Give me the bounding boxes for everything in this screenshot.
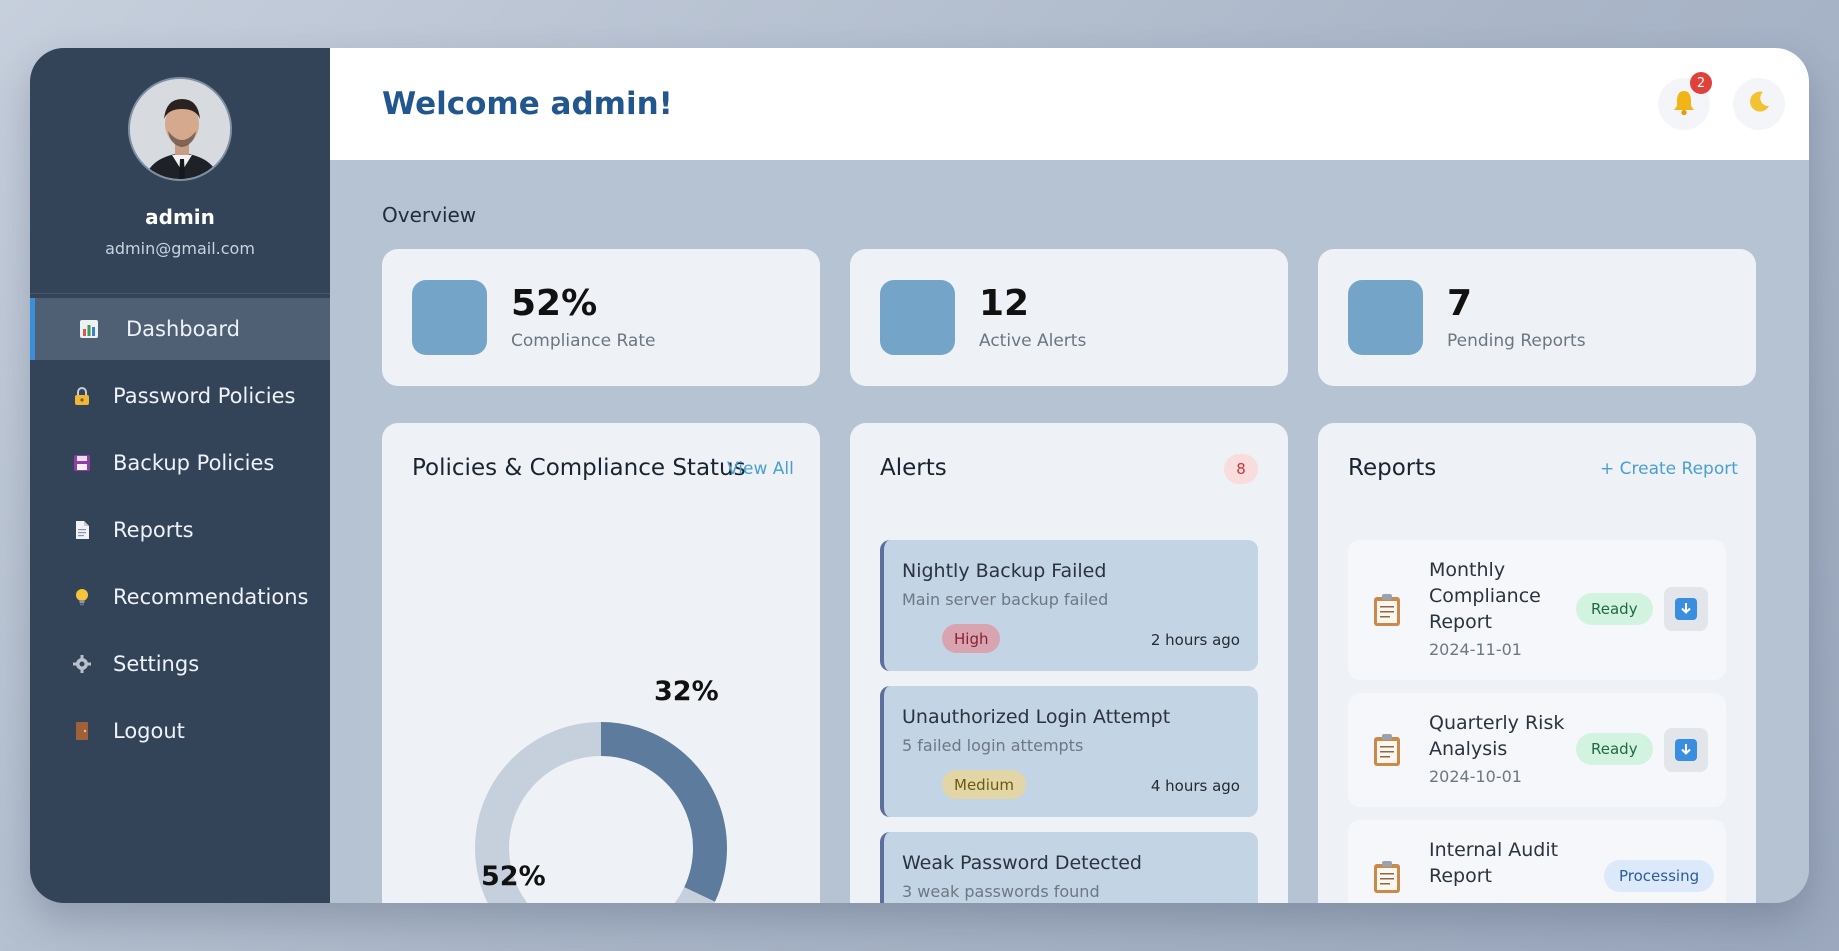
donut-label-segment: 32% [654,676,719,707]
avatar [128,77,232,181]
alert-item[interactable]: Weak Password Detected 3 weak passwords … [880,832,1258,903]
report-item[interactable]: Monthly Compliance Report 2024-11-01 Rea… [1348,540,1726,680]
report-title: Monthly Compliance Report [1429,559,1541,633]
sidebar-item-password-policies[interactable]: Password Policies [30,365,330,427]
alert-title: Nightly Backup Failed [902,560,1107,582]
sidebar-item-settings[interactable]: Settings [30,633,330,695]
stat-card-reports: 7 Pending Reports [1318,249,1756,386]
alert-description: 5 failed login attempts [902,736,1084,755]
stat-icon [412,280,487,355]
sidebar-item-label: Reports [113,518,194,542]
sidebar-item-label: Backup Policies [113,451,275,475]
compliance-donut-chart [475,722,727,903]
report-title: Quarterly Risk Analysis [1429,712,1565,760]
sidebar-item-dashboard[interactable]: Dashboard [30,298,330,360]
sidebar-item-label: Settings [113,652,200,676]
page-title: Welcome admin! [382,86,673,122]
create-report-link[interactable]: + Create Report [1600,459,1738,479]
alert-item[interactable]: Unauthorized Login Attempt 5 failed logi… [880,686,1258,817]
alerts-title: Alerts [880,455,947,481]
sidebar: admin admin@gmail.com Dashboard Password… [30,48,330,903]
stat-label: Pending Reports [1447,331,1586,352]
stat-card-compliance: 52% Compliance Rate [382,249,820,386]
overview-heading: Overview [382,203,477,227]
sidebar-item-label: Logout [113,719,185,743]
policies-panel: Policies & Compliance Status View All 32… [382,423,820,903]
main-content: Welcome admin! 2 Overview 52% Compliance… [330,48,1809,903]
sidebar-item-recommendations[interactable]: Recommendations [30,566,330,628]
sidebar-item-label: Dashboard [126,317,240,341]
stat-icon [880,280,955,355]
stat-label: Compliance Rate [511,331,656,352]
donut-label-remainder: 52% [481,861,546,892]
view-all-link[interactable]: View All [727,459,794,479]
alert-item[interactable]: Nightly Backup Failed Main server backup… [880,540,1258,671]
report-date: 2024-10-01 [1429,767,1522,786]
status-badge: Ready [1576,593,1653,625]
report-title: Internal Audit Report [1429,839,1559,887]
clipboard-icon [1372,733,1402,767]
reports-panel: Reports + Create Report Monthly Complian… [1318,423,1756,903]
alert-description: 3 weak passwords found [902,882,1100,901]
door-icon [71,720,93,742]
theme-toggle-button[interactable] [1733,78,1785,130]
download-icon [1675,739,1697,761]
top-bar: Welcome admin! 2 [330,48,1809,160]
alert-title: Unauthorized Login Attempt [902,706,1171,728]
download-button[interactable] [1664,728,1708,772]
stat-value: 12 [979,282,1030,324]
report-item[interactable]: Internal Audit Report Processing [1348,820,1726,903]
alert-time: 2 hours ago [1150,631,1240,649]
gear-icon [71,653,93,675]
sidebar-item-reports[interactable]: Reports [30,499,330,561]
status-badge: Processing [1604,860,1715,892]
severity-badge: High [942,624,1001,653]
bar-chart-icon [78,318,100,340]
sidebar-item-label: Password Policies [113,384,296,408]
stat-card-alerts: 12 Active Alerts [850,249,1288,386]
policies-title: Policies & Compliance Status [412,455,746,481]
sidebar-nav: Dashboard Password Policies Backup Polic… [30,298,330,762]
app-window: admin admin@gmail.com Dashboard Password… [30,48,1809,903]
sidebar-item-label: Recommendations [113,585,309,609]
stat-icon [1348,280,1423,355]
alerts-count-badge: 8 [1224,454,1258,484]
notification-badge: 2 [1690,72,1712,94]
report-item[interactable]: Quarterly Risk Analysis 2024-10-01 Ready [1348,693,1726,807]
severity-badge: Medium [942,770,1026,799]
sidebar-item-backup-policies[interactable]: Backup Policies [30,432,330,494]
stat-label: Active Alerts [979,331,1087,352]
alert-title: Weak Password Detected [902,852,1142,874]
bell-icon [1669,87,1699,121]
document-icon [71,519,93,541]
download-icon [1675,598,1697,620]
floppy-disk-icon [71,452,93,474]
user-name: admin [145,205,215,229]
alerts-panel: Alerts 8 Nightly Backup Failed Main serv… [850,423,1288,903]
notifications-button[interactable]: 2 [1658,72,1712,130]
stat-value: 52% [511,282,598,324]
clipboard-icon [1372,593,1402,627]
reports-title: Reports [1348,455,1437,481]
lock-icon [71,385,93,407]
sidebar-item-logout[interactable]: Logout [30,700,330,762]
donut-segment-1 [475,722,727,903]
alert-time: 4 hours ago [1150,777,1240,795]
status-badge: Ready [1576,733,1653,765]
report-date: 2024-11-01 [1429,640,1522,659]
clipboard-icon [1372,860,1402,894]
download-button[interactable] [1664,587,1708,631]
moon-icon [1745,88,1773,120]
alert-description: Main server backup failed [902,590,1109,609]
stat-value: 7 [1447,282,1473,324]
lightbulb-icon [71,586,93,608]
profile-section: admin admin@gmail.com [30,48,330,294]
user-email: admin@gmail.com [105,239,255,258]
